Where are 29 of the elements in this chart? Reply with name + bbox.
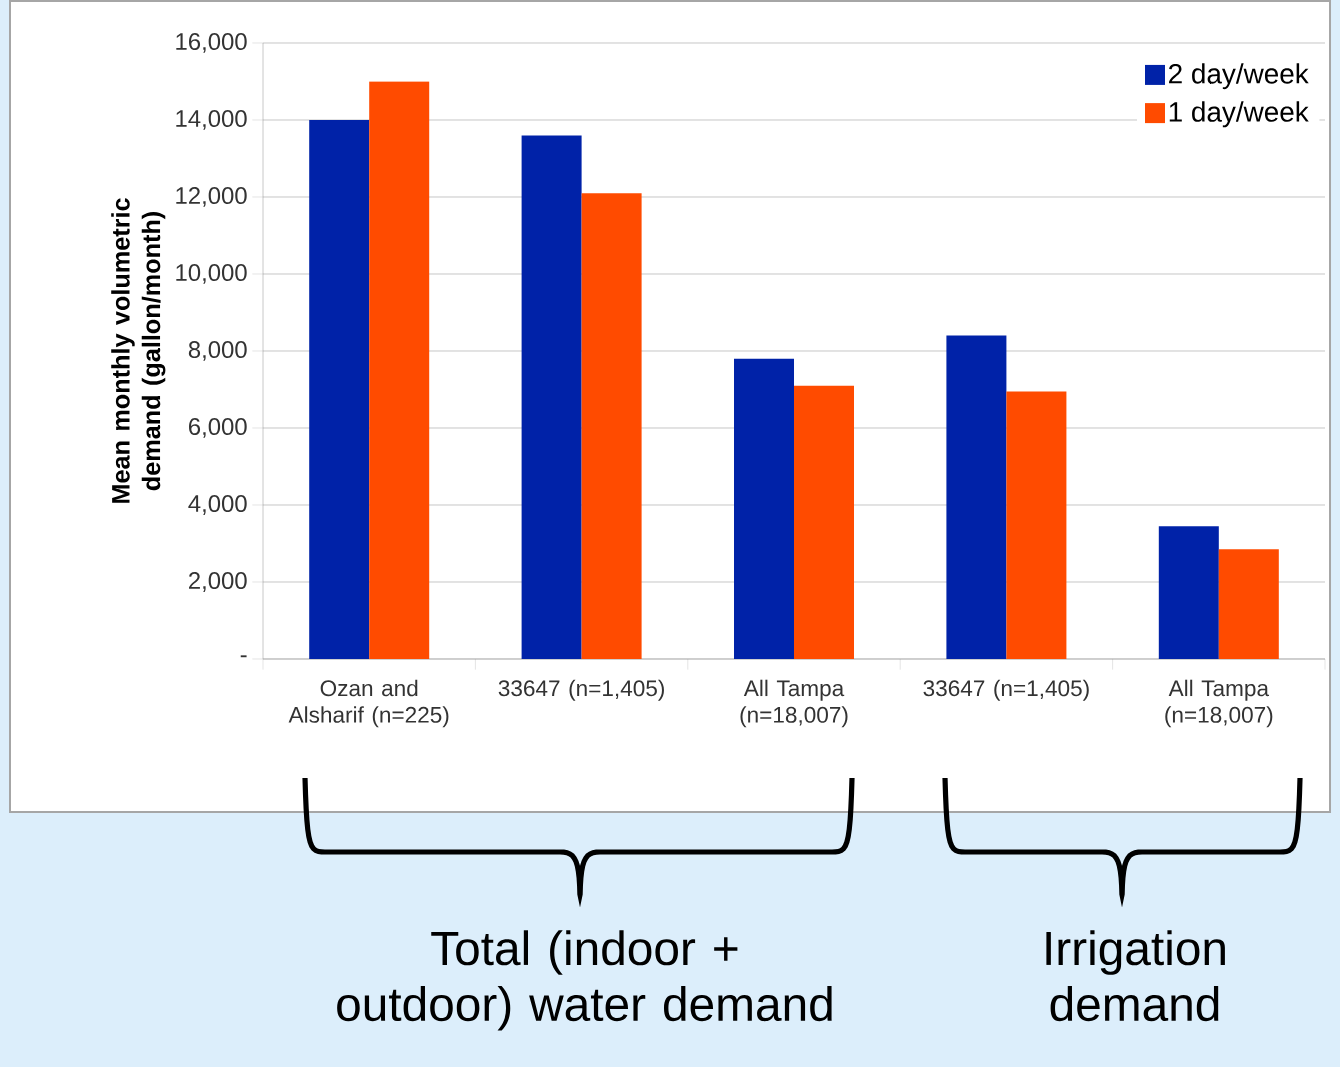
y-axis-title: Mean monthly volumetric demand (gallon/month) xyxy=(111,198,166,503)
y-tick-label: 16,000 xyxy=(176,33,247,53)
bar xyxy=(1158,526,1219,659)
text: Total (indoor + outdoor) water demand xyxy=(337,930,832,1031)
bar xyxy=(309,119,370,659)
text: Irrigation demand xyxy=(1046,930,1225,1022)
y-tick-label: 4,000 xyxy=(188,495,247,515)
bar xyxy=(794,385,855,659)
x-tick-label: All Tampa (n=18,007) xyxy=(740,679,848,728)
bar xyxy=(369,81,430,659)
legend-label: 2 day/week xyxy=(1169,63,1309,90)
x-tick-label: All Tampa (n=18,007) xyxy=(1165,679,1273,728)
x-tick-label: Ozan and Alsharif (n=225) xyxy=(288,679,449,728)
bar xyxy=(521,135,582,659)
y-tick-label: 6,000 xyxy=(189,418,247,438)
bar xyxy=(946,335,1007,659)
y-tick-label: 10,000 xyxy=(176,264,247,284)
y-tick-label: 14,000 xyxy=(176,110,247,130)
y-tick-label: 2,000 xyxy=(189,572,247,592)
bar xyxy=(581,193,642,659)
y-tick-label: - xyxy=(240,655,247,658)
y-tick-label: 12,000 xyxy=(176,187,247,207)
bar xyxy=(1006,391,1067,659)
x-tick-label: 33647 (n=1,405) xyxy=(923,679,1089,701)
bar xyxy=(1218,549,1279,659)
y-tick-label: 8,000 xyxy=(188,341,247,361)
x-tick-label: 33647 (n=1,405) xyxy=(498,679,664,701)
legend-label: 1 day/week xyxy=(1169,101,1309,128)
bar xyxy=(734,358,795,659)
